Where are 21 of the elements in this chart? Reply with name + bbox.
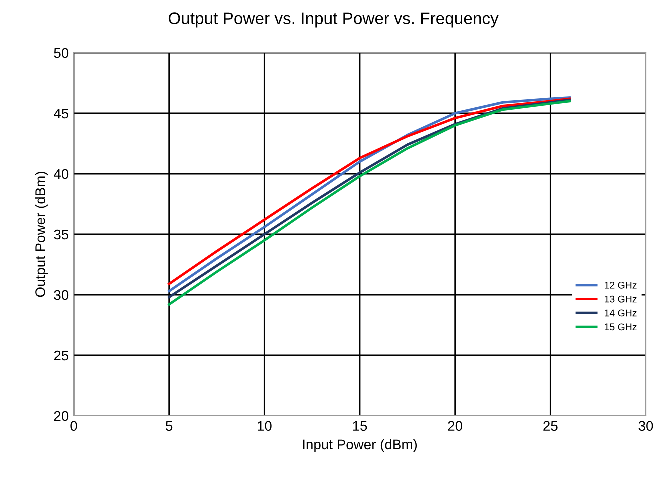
y-axis-title: Output Power (dBm) [35, 172, 48, 298]
x-tick-label: 20 [448, 421, 463, 432]
y-tick-label: 50 [54, 48, 69, 58]
x-tick-label: 30 [638, 421, 654, 432]
legend-label: 14 GHz [605, 310, 637, 317]
x-tick-label: 25 [544, 421, 558, 432]
x-tick-label: 0 [70, 421, 78, 432]
legend-label: 12 GHz [605, 282, 637, 289]
y-tick-label: 35 [54, 230, 69, 240]
y-tick-label: 30 [54, 290, 69, 300]
x-axis-title: Input Power (dBm) [303, 439, 418, 452]
x-tick-label: 10 [258, 421, 272, 432]
x-tick-label: 5 [166, 421, 173, 432]
y-tick-label: 20 [54, 411, 69, 422]
chart-title: Output Power vs. Input Power vs. Frequency [168, 12, 499, 28]
legend-label: 15 GHz [605, 324, 637, 331]
x-tick-label: 15 [353, 421, 368, 432]
y-tick-label: 25 [54, 350, 69, 361]
y-tick-label: 45 [54, 108, 69, 119]
legend-label: 13 GHz [605, 296, 637, 303]
y-tick-label: 40 [54, 169, 69, 180]
